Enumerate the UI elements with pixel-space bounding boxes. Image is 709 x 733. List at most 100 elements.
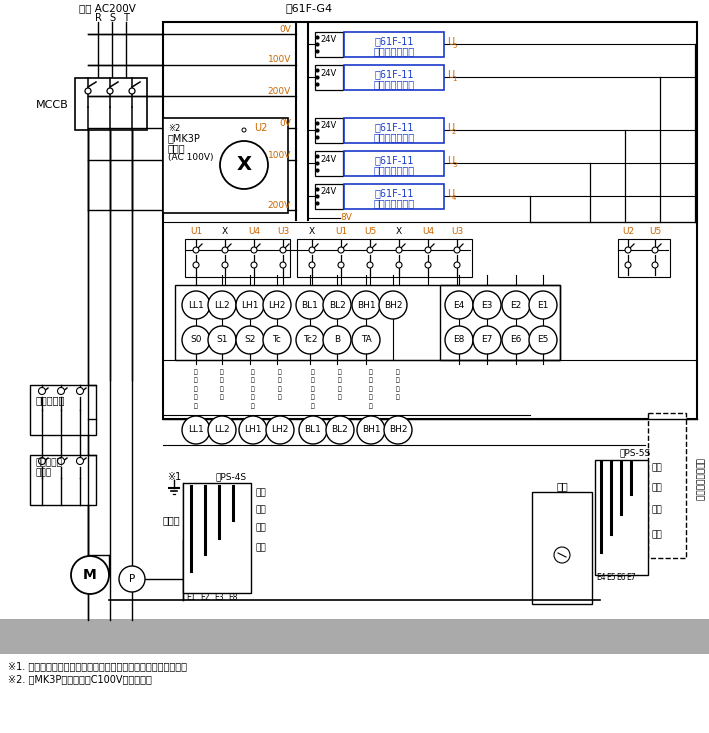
Text: BL2: BL2 [332, 425, 348, 435]
Text: 形61F-11: 形61F-11 [374, 155, 414, 165]
Text: 渇水: 渇水 [651, 531, 661, 539]
Bar [315, 65, 343, 90]
Bar [315, 118, 343, 143]
Text: 水: 水 [369, 377, 373, 383]
Text: 断: 断 [220, 394, 224, 400]
Text: 源: 源 [338, 386, 342, 392]
Text: X: X [309, 227, 315, 237]
Bar [297, 239, 472, 277]
Text: E5: E5 [606, 573, 616, 583]
Circle shape [57, 457, 65, 465]
Text: E3: E3 [481, 301, 493, 309]
Text: BL2: BL2 [329, 301, 345, 309]
Text: TA: TA [361, 336, 372, 345]
Text: Tc2: Tc2 [303, 336, 317, 345]
Text: 100V: 100V [267, 150, 291, 160]
Text: 上限: 上限 [255, 488, 266, 498]
Text: リレーユニット: リレーユニット [374, 46, 415, 56]
Text: リレーユニット: リレーユニット [374, 79, 415, 89]
Circle shape [182, 291, 210, 319]
Circle shape [309, 262, 315, 268]
Bar [532, 538, 592, 604]
Circle shape [652, 262, 658, 268]
Text: E1: E1 [537, 301, 549, 309]
Text: LL2: LL2 [214, 301, 230, 309]
Text: U1: U1 [190, 227, 202, 237]
Text: BH2: BH2 [384, 301, 402, 309]
Text: 水: 水 [338, 377, 342, 383]
Text: LH2: LH2 [268, 301, 286, 309]
Text: 水: 水 [194, 403, 198, 409]
Text: 8V: 8V [340, 213, 352, 223]
Text: 断: 断 [338, 394, 342, 400]
Circle shape [454, 247, 460, 253]
Circle shape [242, 128, 246, 132]
Text: モータ保護
リレー: モータ保護 リレー [36, 458, 63, 478]
Text: 停: 停 [369, 394, 373, 400]
Text: 給水源: 給水源 [163, 515, 181, 525]
Text: 24V: 24V [321, 188, 337, 196]
Circle shape [296, 326, 324, 354]
Bar [185, 239, 290, 277]
Text: 高: 高 [194, 369, 198, 375]
Bar [344, 184, 444, 209]
Text: 満水: 満水 [651, 463, 661, 473]
Circle shape [473, 291, 501, 319]
Text: 形61F-11: 形61F-11 [374, 36, 414, 46]
Text: U3: U3 [451, 227, 463, 237]
Bar [163, 118, 288, 213]
Circle shape [554, 547, 570, 563]
Circle shape [529, 326, 557, 354]
Circle shape [119, 566, 145, 592]
Circle shape [338, 247, 344, 253]
Text: 給: 給 [278, 369, 282, 375]
Text: U: U [447, 123, 454, 133]
Text: P: P [129, 574, 135, 584]
Text: 水: 水 [311, 377, 315, 383]
Circle shape [220, 141, 268, 189]
Text: T: T [123, 13, 129, 23]
Text: 給: 給 [338, 369, 342, 375]
Bar [344, 65, 444, 90]
Bar [75, 78, 147, 130]
Text: 断: 断 [396, 394, 400, 400]
Text: LH1: LH1 [241, 301, 259, 309]
Text: E5: E5 [537, 336, 549, 345]
Bar [183, 483, 251, 593]
Text: 停止: 停止 [651, 484, 661, 493]
Circle shape [182, 416, 210, 444]
Circle shape [309, 247, 315, 253]
Text: X: X [396, 227, 402, 237]
Circle shape [502, 291, 530, 319]
Text: 押ボタンスイッチ: 押ボタンスイッチ [695, 459, 703, 501]
Circle shape [323, 291, 351, 319]
Text: 形PS-5S: 形PS-5S [620, 449, 652, 457]
Text: 24V: 24V [321, 35, 337, 45]
Text: ※1: ※1 [167, 472, 182, 482]
Circle shape [384, 416, 412, 444]
Text: U1: U1 [335, 227, 347, 237]
Text: 水: 水 [251, 403, 255, 409]
Text: B: B [334, 336, 340, 345]
Circle shape [57, 388, 65, 394]
Text: 5: 5 [452, 43, 457, 49]
Text: 断: 断 [278, 394, 282, 400]
Circle shape [445, 291, 473, 319]
Text: 電源 AC200V: 電源 AC200V [79, 3, 135, 13]
Text: 4: 4 [452, 195, 457, 201]
Text: 2: 2 [452, 129, 457, 135]
Bar [175, 285, 560, 360]
Circle shape [107, 88, 113, 94]
Bar [315, 32, 343, 57]
Text: ※1. コモン電極（一番長い電極）を確実にアースしてください。: ※1. コモン電極（一番長い電極）を確実にアースしてください。 [8, 661, 187, 671]
Text: BH1: BH1 [362, 425, 380, 435]
Text: ※2: ※2 [168, 124, 180, 133]
Bar [315, 184, 343, 209]
Bar [344, 118, 444, 143]
Bar [163, 22, 697, 419]
Text: E2: E2 [200, 592, 210, 602]
Text: 下限: 下限 [255, 543, 266, 553]
Text: 1: 1 [452, 76, 457, 82]
Circle shape [445, 326, 473, 354]
Text: 給: 給 [396, 369, 400, 375]
